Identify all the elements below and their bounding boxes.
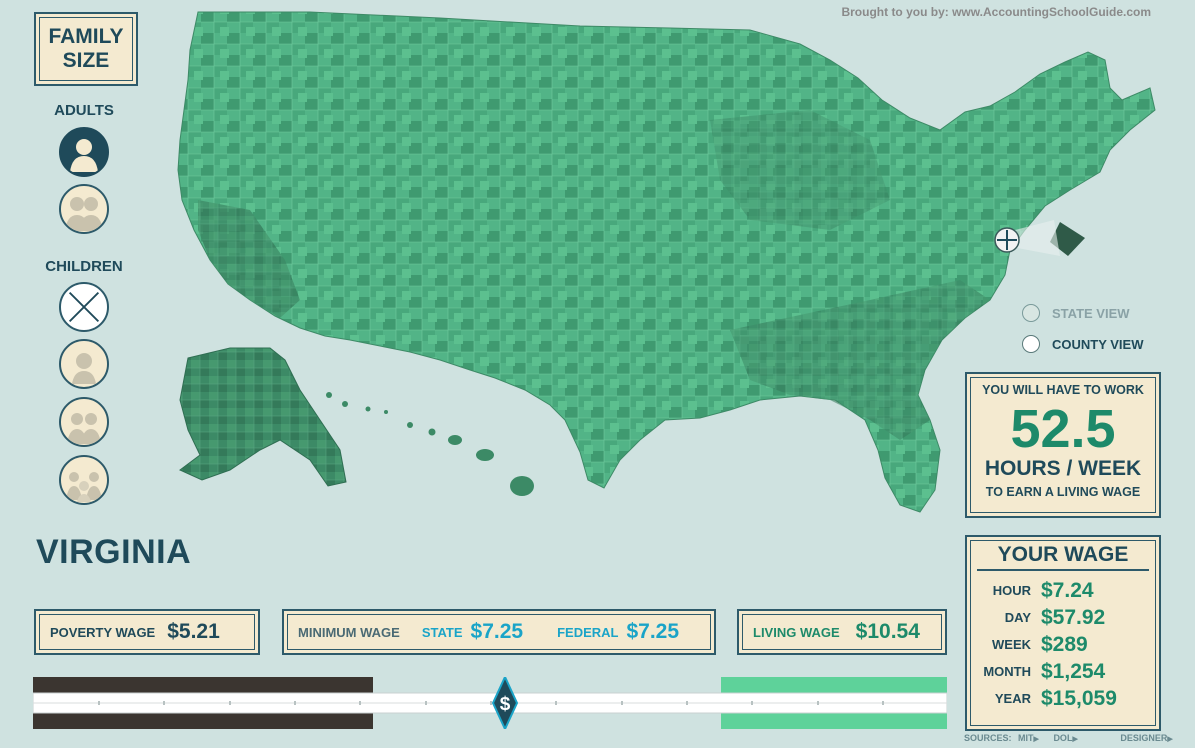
state-view-radio[interactable] bbox=[1022, 304, 1040, 322]
work-bottom-text: TO EARN A LIVING WAGE bbox=[985, 485, 1141, 499]
wage-row-label: WEEK bbox=[992, 637, 1031, 652]
wage-row-year: YEAR $15,059 bbox=[967, 685, 1159, 712]
living-wage-label: LIVING WAGE bbox=[753, 624, 840, 640]
play-icon: ▶ bbox=[1033, 736, 1039, 743]
source-link-dol[interactable]: DOL bbox=[1053, 733, 1073, 743]
state-minimum-value: $7.25 bbox=[470, 620, 524, 643]
hawaii[interactable] bbox=[326, 392, 534, 496]
one-child-button[interactable] bbox=[59, 339, 109, 389]
sources-bar: SOURCES: MIT▶ DOL▶ DESIGNER▶ bbox=[964, 733, 1173, 743]
wage-slider[interactable]: $ bbox=[33, 677, 947, 729]
your-wage-divider bbox=[977, 569, 1149, 571]
poverty-wage-panel: POVERTY WAGE $5.21 bbox=[34, 609, 260, 655]
wage-row-value: $7.24 bbox=[1041, 578, 1094, 602]
wage-row-value: $15,059 bbox=[1041, 686, 1117, 710]
wage-row-month: MONTH $1,254 bbox=[967, 658, 1159, 685]
alaska[interactable] bbox=[179, 347, 347, 487]
adults-label: ADULTS bbox=[54, 102, 114, 119]
two-children-button[interactable] bbox=[59, 397, 109, 447]
two-people-icon bbox=[65, 197, 103, 231]
play-icon: ▶ bbox=[1167, 736, 1173, 743]
wage-row-week: WEEK $289 bbox=[967, 631, 1159, 658]
three-children-icon bbox=[66, 472, 102, 502]
federal-minimum-value: $7.25 bbox=[626, 620, 680, 643]
county-view-label: COUNTY VIEW bbox=[1052, 336, 1144, 352]
state-view-label: STATE VIEW bbox=[1052, 305, 1130, 321]
wage-row-value: $57.92 bbox=[1041, 605, 1106, 629]
federal-minimum-label: FEDERAL bbox=[557, 624, 619, 640]
three-children-button[interactable] bbox=[59, 455, 109, 505]
wage-row-hour: HOUR $7.24 bbox=[967, 577, 1159, 604]
credit-text: Brought to you by: www.AccountingSchoolG… bbox=[841, 5, 1151, 19]
minimum-wage-panel: MINIMUM WAGE STATE $7.25 FEDERAL $7.25 bbox=[282, 609, 716, 655]
source-link-mit[interactable]: MIT bbox=[1018, 733, 1034, 743]
wage-row-value: $289 bbox=[1041, 632, 1088, 656]
child-icon bbox=[72, 353, 96, 384]
state-view-toggle[interactable]: STATE VIEW bbox=[1022, 304, 1130, 322]
map-shading-west bbox=[198, 200, 300, 318]
minimum-wage-label: MINIMUM WAGE bbox=[298, 624, 400, 640]
us-county-map[interactable] bbox=[110, 0, 1170, 525]
your-wage-title: YOUR WAGE bbox=[997, 543, 1129, 566]
your-wage-panel: YOUR WAGE HOUR $7.24 DAY $57.92 WEEK $28… bbox=[965, 535, 1161, 731]
sources-label: SOURCES: bbox=[964, 733, 1012, 743]
family-size-label: FAMILY SIZE bbox=[48, 25, 124, 72]
wage-row-label: MONTH bbox=[983, 664, 1031, 679]
designer-link[interactable]: DESIGNER bbox=[1120, 733, 1168, 743]
slider-dollar-icon: $ bbox=[500, 694, 511, 715]
wage-row-day: DAY $57.92 bbox=[967, 604, 1159, 631]
x-icon bbox=[68, 291, 100, 323]
children-label: CHILDREN bbox=[45, 258, 123, 275]
hours-value: 52.5 bbox=[1010, 399, 1116, 459]
two-adults-button[interactable] bbox=[59, 184, 109, 234]
wage-row-value: $1,254 bbox=[1041, 659, 1106, 683]
wage-row-label: HOUR bbox=[992, 583, 1031, 598]
hours-unit: HOURS / WEEK bbox=[984, 457, 1142, 480]
wage-row-label: DAY bbox=[1004, 610, 1031, 625]
one-adult-button[interactable] bbox=[59, 127, 109, 177]
living-wage-panel: LIVING WAGE $10.54 bbox=[737, 609, 947, 655]
dc-inset-beam bbox=[1007, 220, 1060, 256]
single-person-icon bbox=[70, 139, 98, 172]
two-children-icon bbox=[67, 413, 101, 444]
living-wage-value: $10.54 bbox=[855, 620, 920, 643]
map-shading-southeast bbox=[730, 280, 990, 440]
county-view-radio[interactable] bbox=[1022, 335, 1040, 353]
no-children-button[interactable] bbox=[59, 282, 109, 332]
slider-handle[interactable]: $ bbox=[491, 677, 519, 729]
family-size-title: FAMILY SIZE bbox=[34, 12, 138, 86]
hours-per-week-panel: YOU WILL HAVE TO WORK 52.5 HOURS / WEEK … bbox=[965, 372, 1161, 518]
dc-inset-shape bbox=[1050, 222, 1085, 256]
county-view-toggle[interactable]: COUNTY VIEW bbox=[1022, 335, 1144, 353]
poverty-wage-label: POVERTY WAGE bbox=[50, 624, 156, 640]
slider-ticks bbox=[98, 701, 884, 705]
crosshair-marker-icon[interactable] bbox=[994, 227, 1020, 253]
map-shading-midwest bbox=[710, 110, 890, 230]
work-top-text: YOU WILL HAVE TO WORK bbox=[982, 383, 1144, 397]
state-minimum-label: STATE bbox=[421, 624, 463, 640]
state-title: VIRGINIA bbox=[36, 533, 192, 571]
poverty-wage-value: $5.21 bbox=[167, 620, 220, 643]
play-icon: ▶ bbox=[1072, 736, 1078, 743]
wage-row-label: YEAR bbox=[994, 691, 1031, 706]
